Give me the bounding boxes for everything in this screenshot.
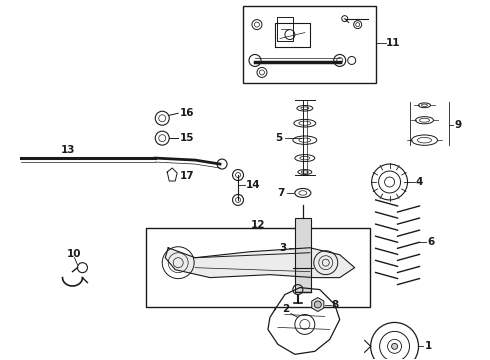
Text: 2: 2 [283, 305, 290, 315]
Text: 13: 13 [61, 145, 76, 155]
Text: 10: 10 [67, 249, 82, 259]
Text: 11: 11 [386, 37, 400, 48]
Bar [295, 218, 311, 292]
Polygon shape [165, 248, 355, 278]
Text: 16: 16 [180, 108, 195, 118]
Text: 3: 3 [280, 243, 287, 253]
Text: 15: 15 [180, 133, 195, 143]
Text: 8: 8 [332, 300, 339, 310]
Text: 14: 14 [246, 180, 261, 190]
Polygon shape [312, 298, 324, 311]
Text: 6: 6 [427, 237, 435, 247]
Bar [147, 228, 369, 306]
Circle shape [314, 301, 321, 308]
Circle shape [392, 343, 397, 349]
Text: 12: 12 [251, 220, 265, 230]
Text: 17: 17 [180, 171, 195, 181]
Text: 5: 5 [276, 133, 283, 143]
Text: 4: 4 [416, 177, 423, 187]
Text: 1: 1 [424, 341, 432, 351]
Bar [243, 6, 376, 84]
Text: 9: 9 [454, 120, 462, 130]
Text: 7: 7 [277, 188, 285, 198]
